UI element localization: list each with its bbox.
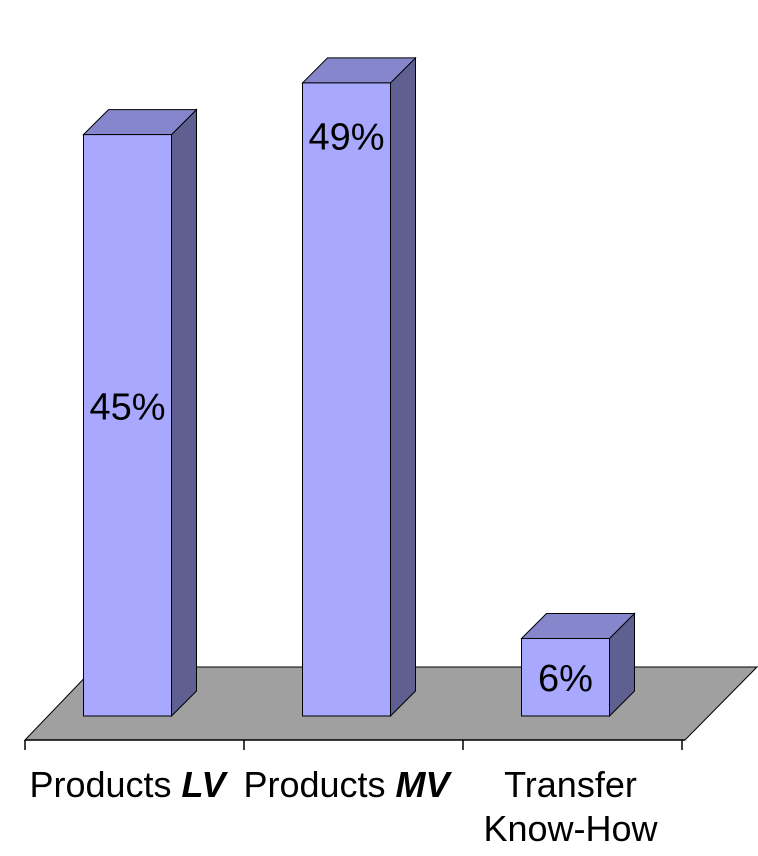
x-tick-label-prefix: Products	[243, 764, 395, 805]
bar: 49%	[301, 56, 417, 718]
x-tick-label-emphasis: LV	[182, 764, 229, 805]
x-tick-label: Products MV	[243, 764, 452, 805]
bars-group: 45% 49% 6%	[82, 56, 636, 718]
x-tick-label: Transfer	[504, 764, 637, 805]
bar-side	[390, 56, 416, 718]
bar-front	[521, 637, 610, 717]
x-tick-label: Products LV	[29, 764, 228, 805]
x-tick-label-prefix: Products	[29, 764, 181, 805]
bar: 6%	[520, 612, 636, 718]
x-tick-label-emphasis: MV	[396, 764, 453, 805]
data-label: 45%	[89, 386, 165, 428]
x-tick-label: Know-How	[483, 808, 658, 849]
bar-side	[171, 108, 197, 718]
data-label: 6%	[538, 658, 593, 700]
bar: 45%	[82, 108, 198, 718]
bar-front	[302, 82, 391, 717]
bar-front	[83, 134, 172, 717]
x-axis-ticks	[24, 740, 683, 750]
data-label: 49%	[308, 116, 384, 158]
